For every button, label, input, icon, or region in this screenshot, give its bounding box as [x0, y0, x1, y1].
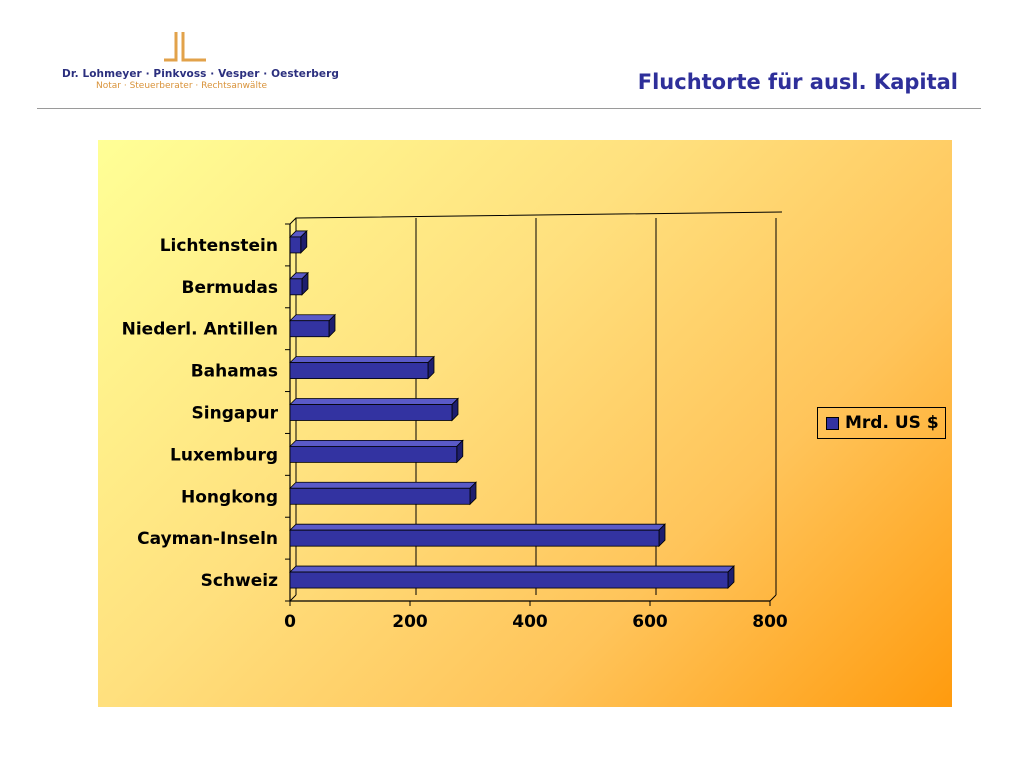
- x-tick-label-400: 400: [512, 612, 548, 632]
- header-divider: [37, 108, 981, 109]
- chart-legend: Mrd. US $: [817, 407, 946, 439]
- bar-chart: 0 200 400 600 800 Lichtenstein Bermudas Niederl…: [122, 211, 788, 632]
- bar-7: [289, 529, 660, 547]
- bar-top-3: [289, 356, 435, 364]
- plot-depth-edge: [289, 217, 297, 225]
- bar-6: [289, 487, 471, 505]
- x-axis-depth-right: [769, 594, 777, 602]
- bar-3: [289, 362, 429, 380]
- bar-top-7: [289, 523, 666, 531]
- legend-label: Mrd. US $: [845, 413, 939, 433]
- logo-mark-right-stroke: [181, 32, 206, 62]
- logo-mark-icon: [164, 32, 206, 62]
- category-label-8: Schweiz: [201, 571, 278, 591]
- logo-mark-left-stroke: [164, 32, 178, 62]
- category-label-6: Hongkong: [181, 487, 278, 507]
- bar-4: [289, 404, 453, 421]
- category-label-4: Singapur: [192, 404, 279, 424]
- x-tick-label-200: 200: [392, 612, 428, 632]
- bar-2: [289, 320, 330, 338]
- bar-8: [289, 571, 729, 589]
- firm-tagline: Notar · Steuerberater · Rechtsanwälte: [96, 81, 268, 91]
- category-label-0: Lichtenstein: [160, 236, 278, 256]
- bar-5: [289, 445, 458, 463]
- x-tick-label-600: 600: [632, 612, 668, 632]
- firm-name: Dr. Lohmeyer · Pinkvoss · Vesper · Oeste…: [62, 68, 340, 80]
- bar-top-2: [289, 314, 336, 322]
- category-label-7: Cayman-Inseln: [137, 529, 278, 549]
- category-label-3: Bahamas: [191, 362, 278, 382]
- legend-swatch: [826, 416, 839, 430]
- bar-0: [289, 236, 302, 254]
- category-label-1: Bermudas: [182, 278, 278, 298]
- x-tick-label-0: 0: [284, 612, 296, 632]
- bar-1: [289, 278, 303, 296]
- bar-top-4: [289, 398, 459, 405]
- slide-title: Fluchtorte für ausl. Kapital: [637, 70, 958, 94]
- x-tick-label-800: 800: [752, 612, 788, 632]
- chart-panel: 0 200 400 600 800 Lichtenstein Bermudas Niederl…: [98, 140, 952, 707]
- category-label-5: Luxemburg: [170, 445, 278, 465]
- category-label-2: Niederl. Antillen: [122, 320, 278, 340]
- x-axis-depth-left: [289, 594, 297, 602]
- bar-top-6: [289, 481, 477, 489]
- bar-top-5: [289, 439, 464, 447]
- bar-top-8: [289, 565, 735, 573]
